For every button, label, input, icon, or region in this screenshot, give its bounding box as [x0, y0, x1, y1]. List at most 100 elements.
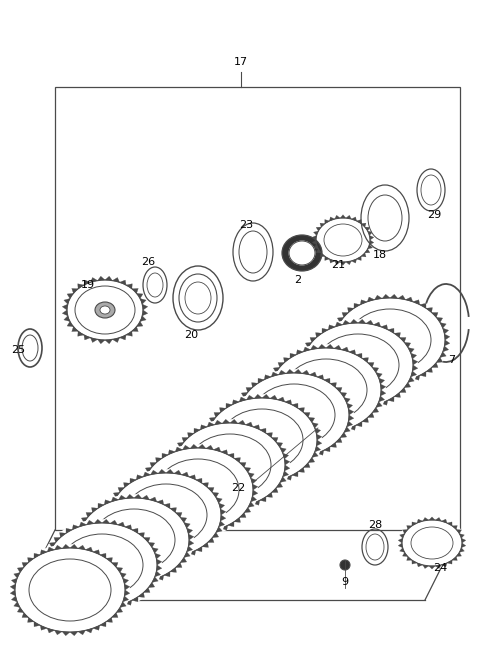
Polygon shape	[12, 596, 17, 602]
Polygon shape	[72, 288, 78, 293]
Polygon shape	[112, 338, 120, 343]
Polygon shape	[423, 565, 429, 569]
Polygon shape	[123, 596, 129, 602]
Polygon shape	[296, 350, 303, 354]
Polygon shape	[228, 522, 234, 527]
Polygon shape	[184, 523, 190, 528]
Polygon shape	[413, 375, 420, 380]
Polygon shape	[162, 522, 168, 527]
Polygon shape	[234, 415, 240, 421]
Polygon shape	[311, 430, 318, 435]
Polygon shape	[284, 358, 290, 362]
Polygon shape	[190, 444, 198, 449]
Polygon shape	[97, 276, 105, 280]
Polygon shape	[325, 219, 329, 223]
Polygon shape	[206, 452, 212, 457]
Polygon shape	[253, 500, 260, 505]
Polygon shape	[70, 631, 78, 636]
Polygon shape	[246, 388, 252, 392]
Polygon shape	[157, 575, 164, 580]
Polygon shape	[254, 394, 262, 398]
Polygon shape	[207, 487, 214, 493]
Polygon shape	[171, 453, 177, 459]
Polygon shape	[22, 563, 28, 567]
Polygon shape	[138, 490, 144, 496]
Polygon shape	[368, 413, 374, 417]
Ellipse shape	[253, 384, 335, 446]
Bar	[55, 87, 460, 530]
Polygon shape	[17, 607, 24, 612]
Polygon shape	[125, 525, 132, 530]
Polygon shape	[49, 582, 56, 588]
Polygon shape	[280, 447, 286, 453]
Polygon shape	[170, 465, 176, 471]
Polygon shape	[262, 481, 270, 486]
Ellipse shape	[74, 494, 194, 586]
Polygon shape	[330, 443, 336, 447]
Polygon shape	[334, 345, 341, 350]
Text: 19: 19	[81, 280, 95, 290]
Polygon shape	[166, 557, 174, 561]
Polygon shape	[373, 403, 381, 408]
Polygon shape	[423, 517, 429, 521]
Polygon shape	[126, 331, 132, 336]
Polygon shape	[334, 430, 341, 435]
Polygon shape	[55, 545, 62, 550]
Polygon shape	[394, 333, 400, 337]
Polygon shape	[267, 396, 273, 402]
Polygon shape	[145, 508, 152, 513]
Polygon shape	[67, 322, 73, 327]
Text: 24: 24	[433, 563, 447, 573]
Polygon shape	[324, 379, 330, 383]
Polygon shape	[118, 487, 124, 493]
Polygon shape	[206, 422, 212, 428]
Polygon shape	[308, 417, 315, 422]
Polygon shape	[340, 392, 347, 398]
Polygon shape	[74, 534, 80, 540]
Polygon shape	[320, 253, 325, 257]
Text: 28: 28	[368, 520, 382, 530]
Polygon shape	[67, 293, 73, 299]
Polygon shape	[252, 484, 258, 490]
Polygon shape	[348, 409, 354, 415]
Polygon shape	[403, 552, 408, 557]
Polygon shape	[313, 231, 318, 235]
Polygon shape	[196, 547, 202, 552]
Polygon shape	[104, 575, 111, 580]
Polygon shape	[111, 612, 118, 618]
Polygon shape	[381, 400, 388, 405]
Polygon shape	[413, 300, 420, 305]
Polygon shape	[200, 500, 207, 505]
Polygon shape	[447, 560, 452, 564]
Polygon shape	[252, 490, 258, 496]
Polygon shape	[348, 308, 354, 312]
Polygon shape	[302, 455, 310, 460]
Polygon shape	[408, 377, 414, 383]
Polygon shape	[435, 517, 441, 521]
Polygon shape	[79, 522, 86, 527]
Polygon shape	[271, 372, 278, 377]
Polygon shape	[189, 550, 196, 555]
Polygon shape	[219, 407, 226, 413]
Polygon shape	[315, 428, 321, 434]
Polygon shape	[189, 534, 194, 540]
Polygon shape	[170, 508, 177, 512]
Polygon shape	[136, 550, 143, 555]
Polygon shape	[251, 478, 257, 484]
Polygon shape	[254, 481, 262, 486]
Polygon shape	[182, 438, 189, 442]
Polygon shape	[382, 382, 390, 386]
Polygon shape	[252, 443, 258, 447]
Polygon shape	[150, 462, 156, 467]
Polygon shape	[374, 381, 382, 384]
Polygon shape	[174, 470, 181, 475]
Polygon shape	[138, 533, 144, 538]
Polygon shape	[290, 422, 296, 426]
Polygon shape	[47, 628, 55, 633]
Text: 9: 9	[341, 577, 348, 587]
Polygon shape	[62, 631, 70, 636]
Polygon shape	[302, 370, 310, 375]
Polygon shape	[326, 345, 334, 348]
Polygon shape	[78, 523, 84, 528]
Polygon shape	[382, 294, 390, 299]
